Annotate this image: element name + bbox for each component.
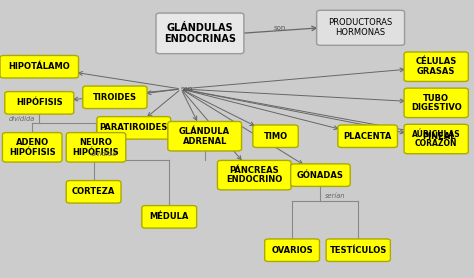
FancyBboxPatch shape [66,133,126,162]
Text: HIPÓFISIS: HIPÓFISIS [16,98,63,107]
Text: CORTEZA: CORTEZA [72,187,115,196]
FancyBboxPatch shape [66,181,121,203]
FancyBboxPatch shape [97,117,171,139]
FancyBboxPatch shape [291,164,350,187]
Text: serían: serían [325,193,346,200]
FancyBboxPatch shape [404,88,468,118]
Text: GÓNADAS: GÓNADAS [297,171,344,180]
FancyBboxPatch shape [218,160,291,190]
FancyBboxPatch shape [5,92,74,114]
FancyBboxPatch shape [168,121,242,151]
Text: TIROIDES: TIROIDES [93,93,137,102]
Text: PLACENTA: PLACENTA [344,132,392,141]
FancyBboxPatch shape [404,52,468,81]
Text: CÉLULAS
GRASAS: CÉLULAS GRASAS [416,57,457,76]
Text: dividida: dividida [91,151,117,157]
FancyBboxPatch shape [264,239,319,261]
FancyBboxPatch shape [142,206,197,228]
Text: dividida: dividida [9,116,35,122]
Text: PÁNCREAS
ENDOCRINO: PÁNCREAS ENDOCRINO [226,166,283,185]
Text: AÚRICULAS
CORAZÓN: AÚRICULAS CORAZÓN [412,130,461,148]
Text: GLÁNDULA
ADRENAL: GLÁNDULA ADRENAL [179,127,230,146]
Text: son: son [181,86,193,92]
Text: HIPOTÁLAMO: HIPOTÁLAMO [9,62,70,71]
FancyBboxPatch shape [253,125,298,147]
FancyBboxPatch shape [2,133,62,162]
Text: ADENO
HIPÓFISIS: ADENO HIPÓFISIS [9,138,55,157]
FancyBboxPatch shape [413,125,464,147]
Text: TIMO: TIMO [264,132,288,141]
Text: son: son [274,24,286,31]
FancyBboxPatch shape [317,10,404,45]
Text: NEURO
HIPÓFISIS: NEURO HIPÓFISIS [73,138,119,157]
Text: OVARIOS: OVARIOS [271,246,313,255]
Text: PRODUCTORAS
HORMONAS: PRODUCTORAS HORMONAS [328,18,393,37]
FancyBboxPatch shape [156,13,244,54]
FancyBboxPatch shape [83,86,147,109]
Text: PARATIROIDES: PARATIROIDES [100,123,168,132]
Text: TESTÍCULOS: TESTÍCULOS [329,246,387,255]
FancyBboxPatch shape [0,56,79,78]
FancyBboxPatch shape [404,124,468,154]
Text: MÉDULA: MÉDULA [149,212,189,221]
FancyBboxPatch shape [338,125,398,147]
FancyBboxPatch shape [326,239,391,261]
Text: GLÁNDULAS
ENDOCRINAS: GLÁNDULAS ENDOCRINAS [164,23,236,44]
Text: TUBO
DIGESTIVO: TUBO DIGESTIVO [411,93,462,112]
Text: PINEAL: PINEAL [422,132,456,141]
